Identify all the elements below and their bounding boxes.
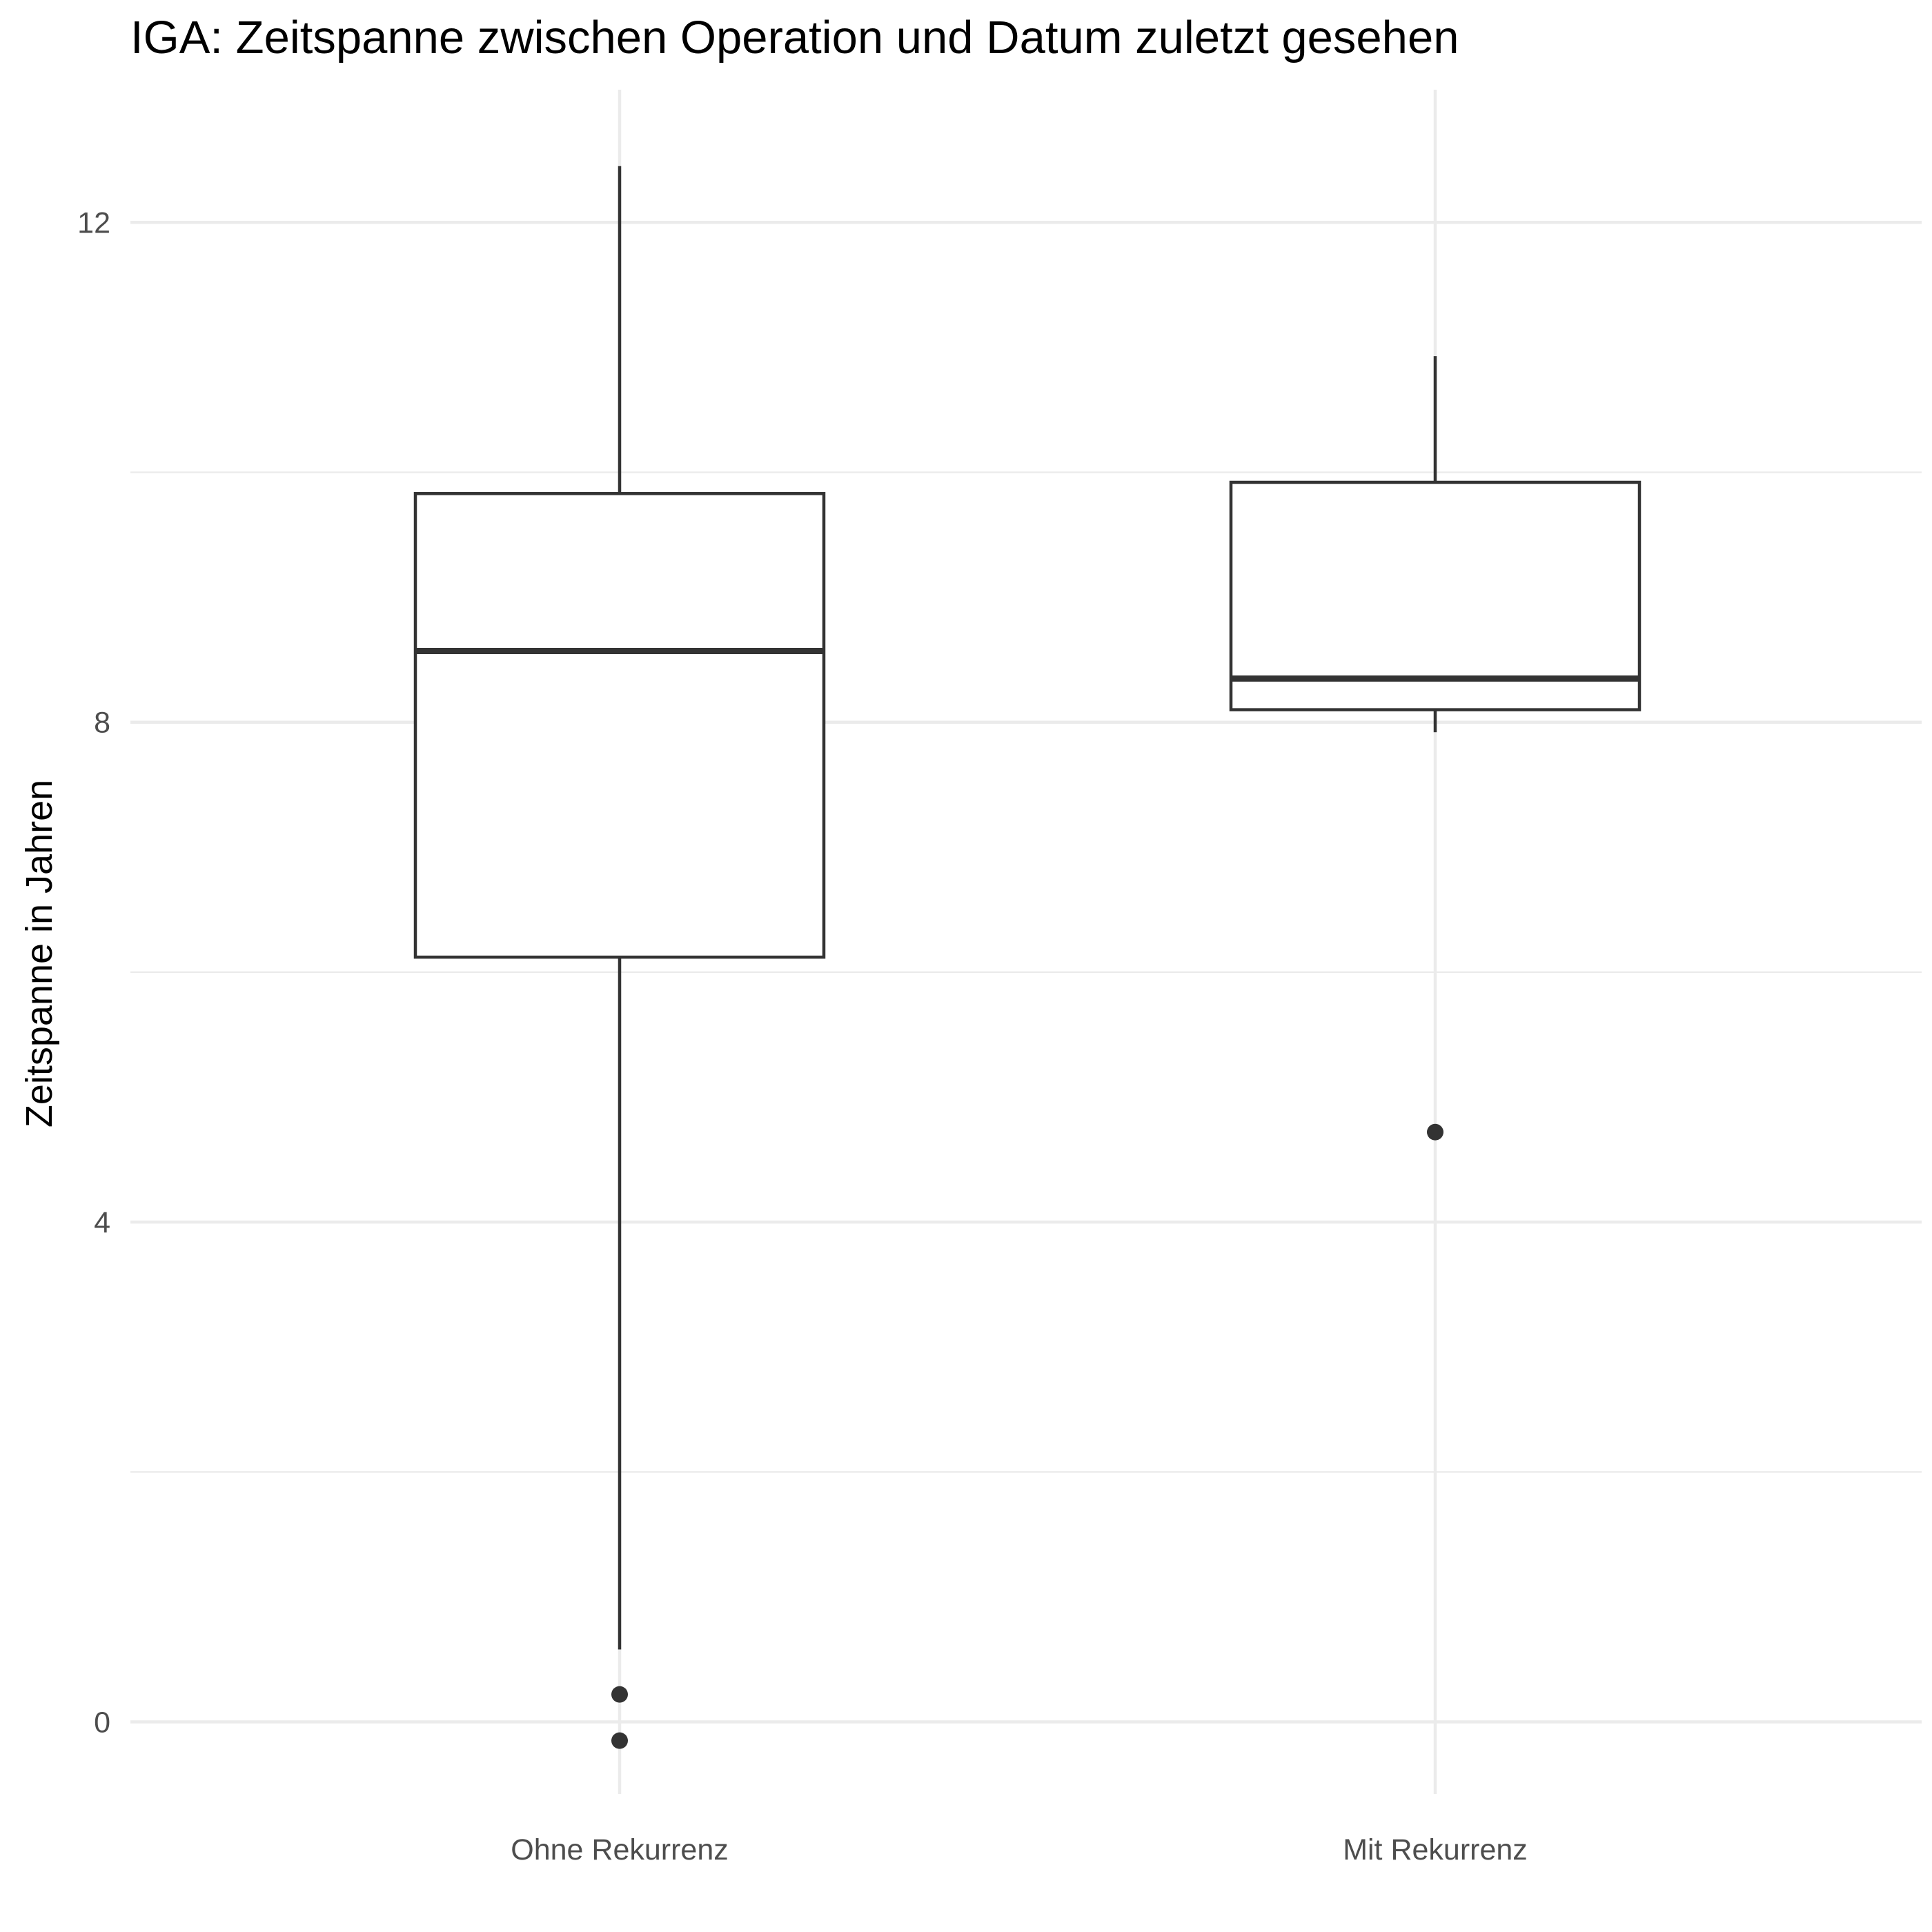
y-tick-label: 8 — [94, 707, 110, 740]
outlier-point — [1427, 1123, 1443, 1141]
chart-title: IGA: Zeitspanne zwischen Operation und D… — [130, 12, 1459, 63]
y-tick-label: 12 — [77, 206, 110, 239]
y-tick-label: 4 — [94, 1206, 110, 1239]
y-tick-label: 0 — [94, 1706, 110, 1739]
box-body — [413, 492, 826, 959]
plot-panel: 0 4 8 12 Ohne Rekurrenz Mit Rekurrenz — [77, 90, 1922, 1866]
box-body — [1229, 480, 1642, 711]
outlier-point — [611, 1686, 628, 1703]
x-tick-label: Mit Rekurrenz — [1343, 1833, 1528, 1866]
y-axis-title: Zeitspanne in Jahren — [19, 780, 60, 1127]
outlier-point — [611, 1732, 628, 1749]
x-tick-label: Ohne Rekurrenz — [511, 1833, 729, 1866]
